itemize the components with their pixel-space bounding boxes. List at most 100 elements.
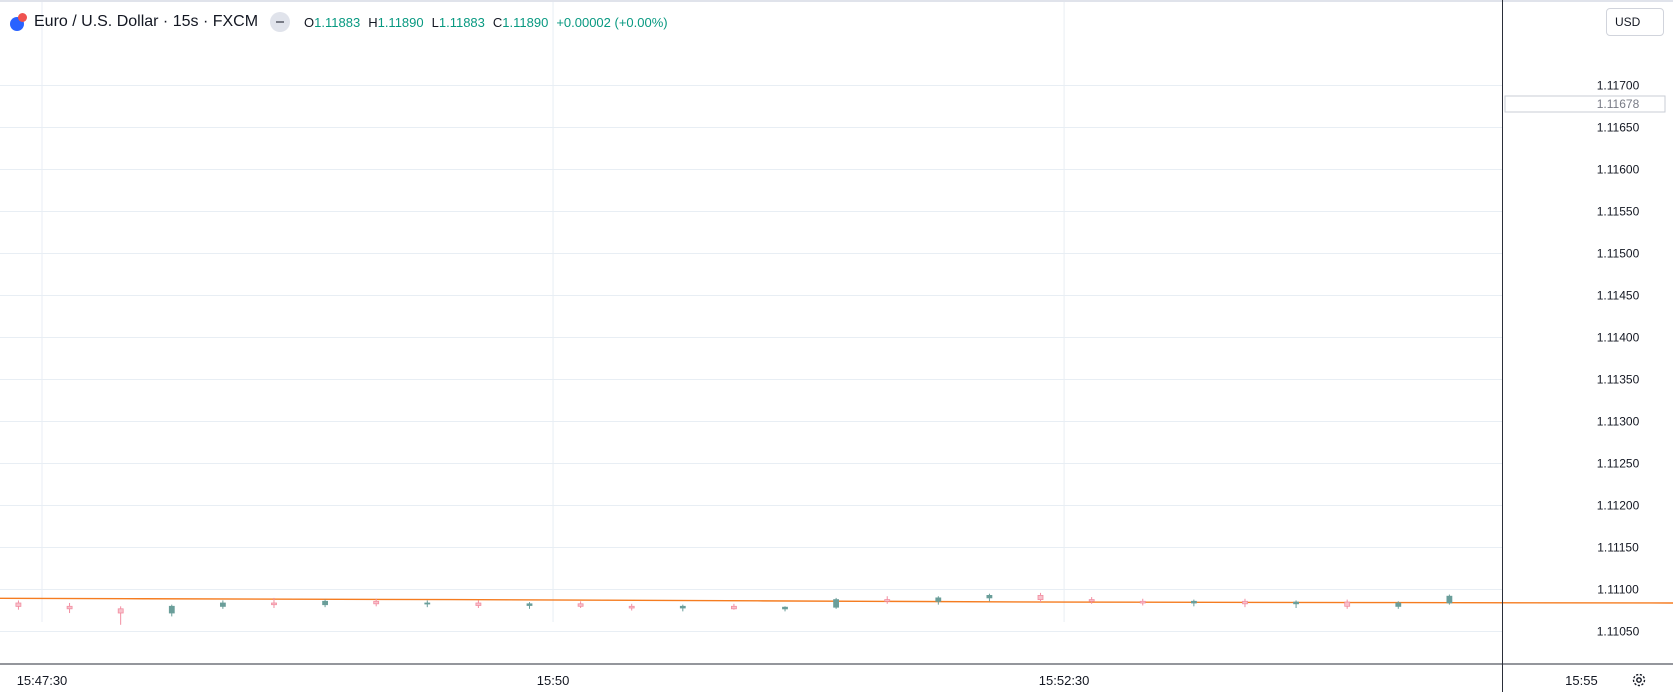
candle-body-down xyxy=(1344,601,1351,607)
candle-body-up xyxy=(219,602,226,607)
price-tick-label: 1.11500 xyxy=(1597,247,1640,261)
candle-body-down xyxy=(884,599,891,602)
candle xyxy=(628,603,635,611)
candle xyxy=(322,599,329,608)
candle xyxy=(1139,598,1146,606)
price-tick-label: 1.11100 xyxy=(1597,583,1639,597)
candle xyxy=(1293,600,1299,608)
candle xyxy=(424,600,431,608)
candle xyxy=(117,606,124,625)
candle xyxy=(1088,597,1095,604)
price-tick-label: 1.11200 xyxy=(1597,499,1640,513)
candle-body-up xyxy=(833,599,839,608)
candle xyxy=(577,601,584,608)
candle-body-down xyxy=(373,600,380,605)
candle-body-up xyxy=(526,603,533,606)
candle xyxy=(475,600,482,608)
high-value: 1.11890 xyxy=(377,14,424,30)
price-tick-label: 1.11250 xyxy=(1597,457,1640,471)
candle xyxy=(731,603,737,610)
high-label: H xyxy=(368,14,378,30)
candle-body-up xyxy=(1293,601,1299,605)
candle-body-down xyxy=(475,602,482,606)
candle-body-down xyxy=(271,602,277,606)
candle xyxy=(66,602,73,614)
price-tick-label: 1.11600 xyxy=(1597,163,1640,177)
candle xyxy=(679,604,686,612)
candle xyxy=(884,596,891,604)
moving-average-line xyxy=(0,597,1673,604)
moving-average-layer xyxy=(0,597,1673,604)
price-tick-label: 1.11700 xyxy=(1597,79,1640,93)
price-tick-label: 1.11150 xyxy=(1597,541,1639,555)
candle xyxy=(219,600,226,609)
currency-button[interactable]: USD xyxy=(1606,8,1664,36)
candle xyxy=(1395,601,1402,609)
price-tick-label: 1.11350 xyxy=(1597,373,1640,387)
candle xyxy=(271,597,277,608)
candle xyxy=(782,606,788,612)
ohlc-values: O 1.11883 H 1.11890 L 1.11883 C 1.11890 … xyxy=(304,15,668,30)
candle xyxy=(833,597,839,609)
symbol-logo-icon xyxy=(10,13,28,31)
gear-icon[interactable] xyxy=(1620,668,1658,692)
candle-body-up xyxy=(782,606,788,610)
low-label: L xyxy=(431,14,439,30)
candle-body-up xyxy=(986,595,993,599)
candle xyxy=(1446,594,1453,605)
time-tick-label: 15:50 xyxy=(537,673,570,688)
price-tick-label: 1.11650 xyxy=(1597,121,1640,135)
collapse-legend-icon[interactable] xyxy=(270,12,291,32)
candle-body-up xyxy=(1446,595,1453,604)
close-label: C xyxy=(492,14,503,30)
candle-body-up xyxy=(679,605,686,609)
candle xyxy=(373,598,380,607)
low-value: 1.11883 xyxy=(438,14,485,30)
symbol-legend[interactable]: Euro / U.S. Dollar · 15s · FXCM O 1.1188… xyxy=(10,10,668,34)
top-border xyxy=(0,0,1673,2)
candle xyxy=(15,600,22,610)
grid-lines xyxy=(0,0,1502,633)
price-tick-label: 1.11050 xyxy=(1597,625,1640,639)
time-tick-label: 15:47:30 xyxy=(17,673,68,688)
price-tick-label: 1.11550 xyxy=(1597,205,1640,219)
candle-body-up xyxy=(168,605,175,614)
candle xyxy=(1037,592,1044,603)
candle-body-up xyxy=(935,597,942,602)
candle-body-down xyxy=(1088,599,1095,602)
candle xyxy=(1242,598,1248,608)
time-tick-label: 15:55 xyxy=(1565,673,1598,688)
open-value: 1.11883 xyxy=(314,14,361,30)
candle-body-down xyxy=(731,605,737,610)
candle xyxy=(986,593,993,602)
candle-body-up xyxy=(1191,600,1197,604)
candle xyxy=(1191,599,1197,607)
candle xyxy=(168,604,175,617)
candle-body-down xyxy=(1242,600,1248,605)
candle-body-down xyxy=(15,602,22,607)
candle xyxy=(526,602,533,609)
last-price-label: 1.11678 xyxy=(1597,97,1640,111)
candle-body-down xyxy=(117,608,124,614)
candle xyxy=(935,596,942,605)
candles-layer xyxy=(15,592,1453,625)
symbol-title[interactable]: Euro / U.S. Dollar · 15s · FXCM xyxy=(34,13,259,30)
candle-body-up xyxy=(322,600,329,606)
candle-body-down xyxy=(577,603,584,607)
time-tick-label: 15:52:30 xyxy=(1039,673,1090,688)
candle-body-down xyxy=(1139,600,1146,604)
price-tick-label: 1.11450 xyxy=(1597,289,1640,303)
close-value: 1.11890 xyxy=(502,14,549,30)
candle-body-up xyxy=(1395,602,1402,607)
candle xyxy=(1344,599,1351,609)
candle-body-down xyxy=(628,605,635,609)
candle-body-up xyxy=(424,602,431,605)
candle-body-down xyxy=(1037,595,1044,601)
candle-body-down xyxy=(66,605,73,610)
price-tick-label: 1.11400 xyxy=(1597,331,1640,345)
price-tick-label: 1.11300 xyxy=(1597,415,1640,429)
change-value: +0.00002 (+0.00%) xyxy=(556,14,668,30)
